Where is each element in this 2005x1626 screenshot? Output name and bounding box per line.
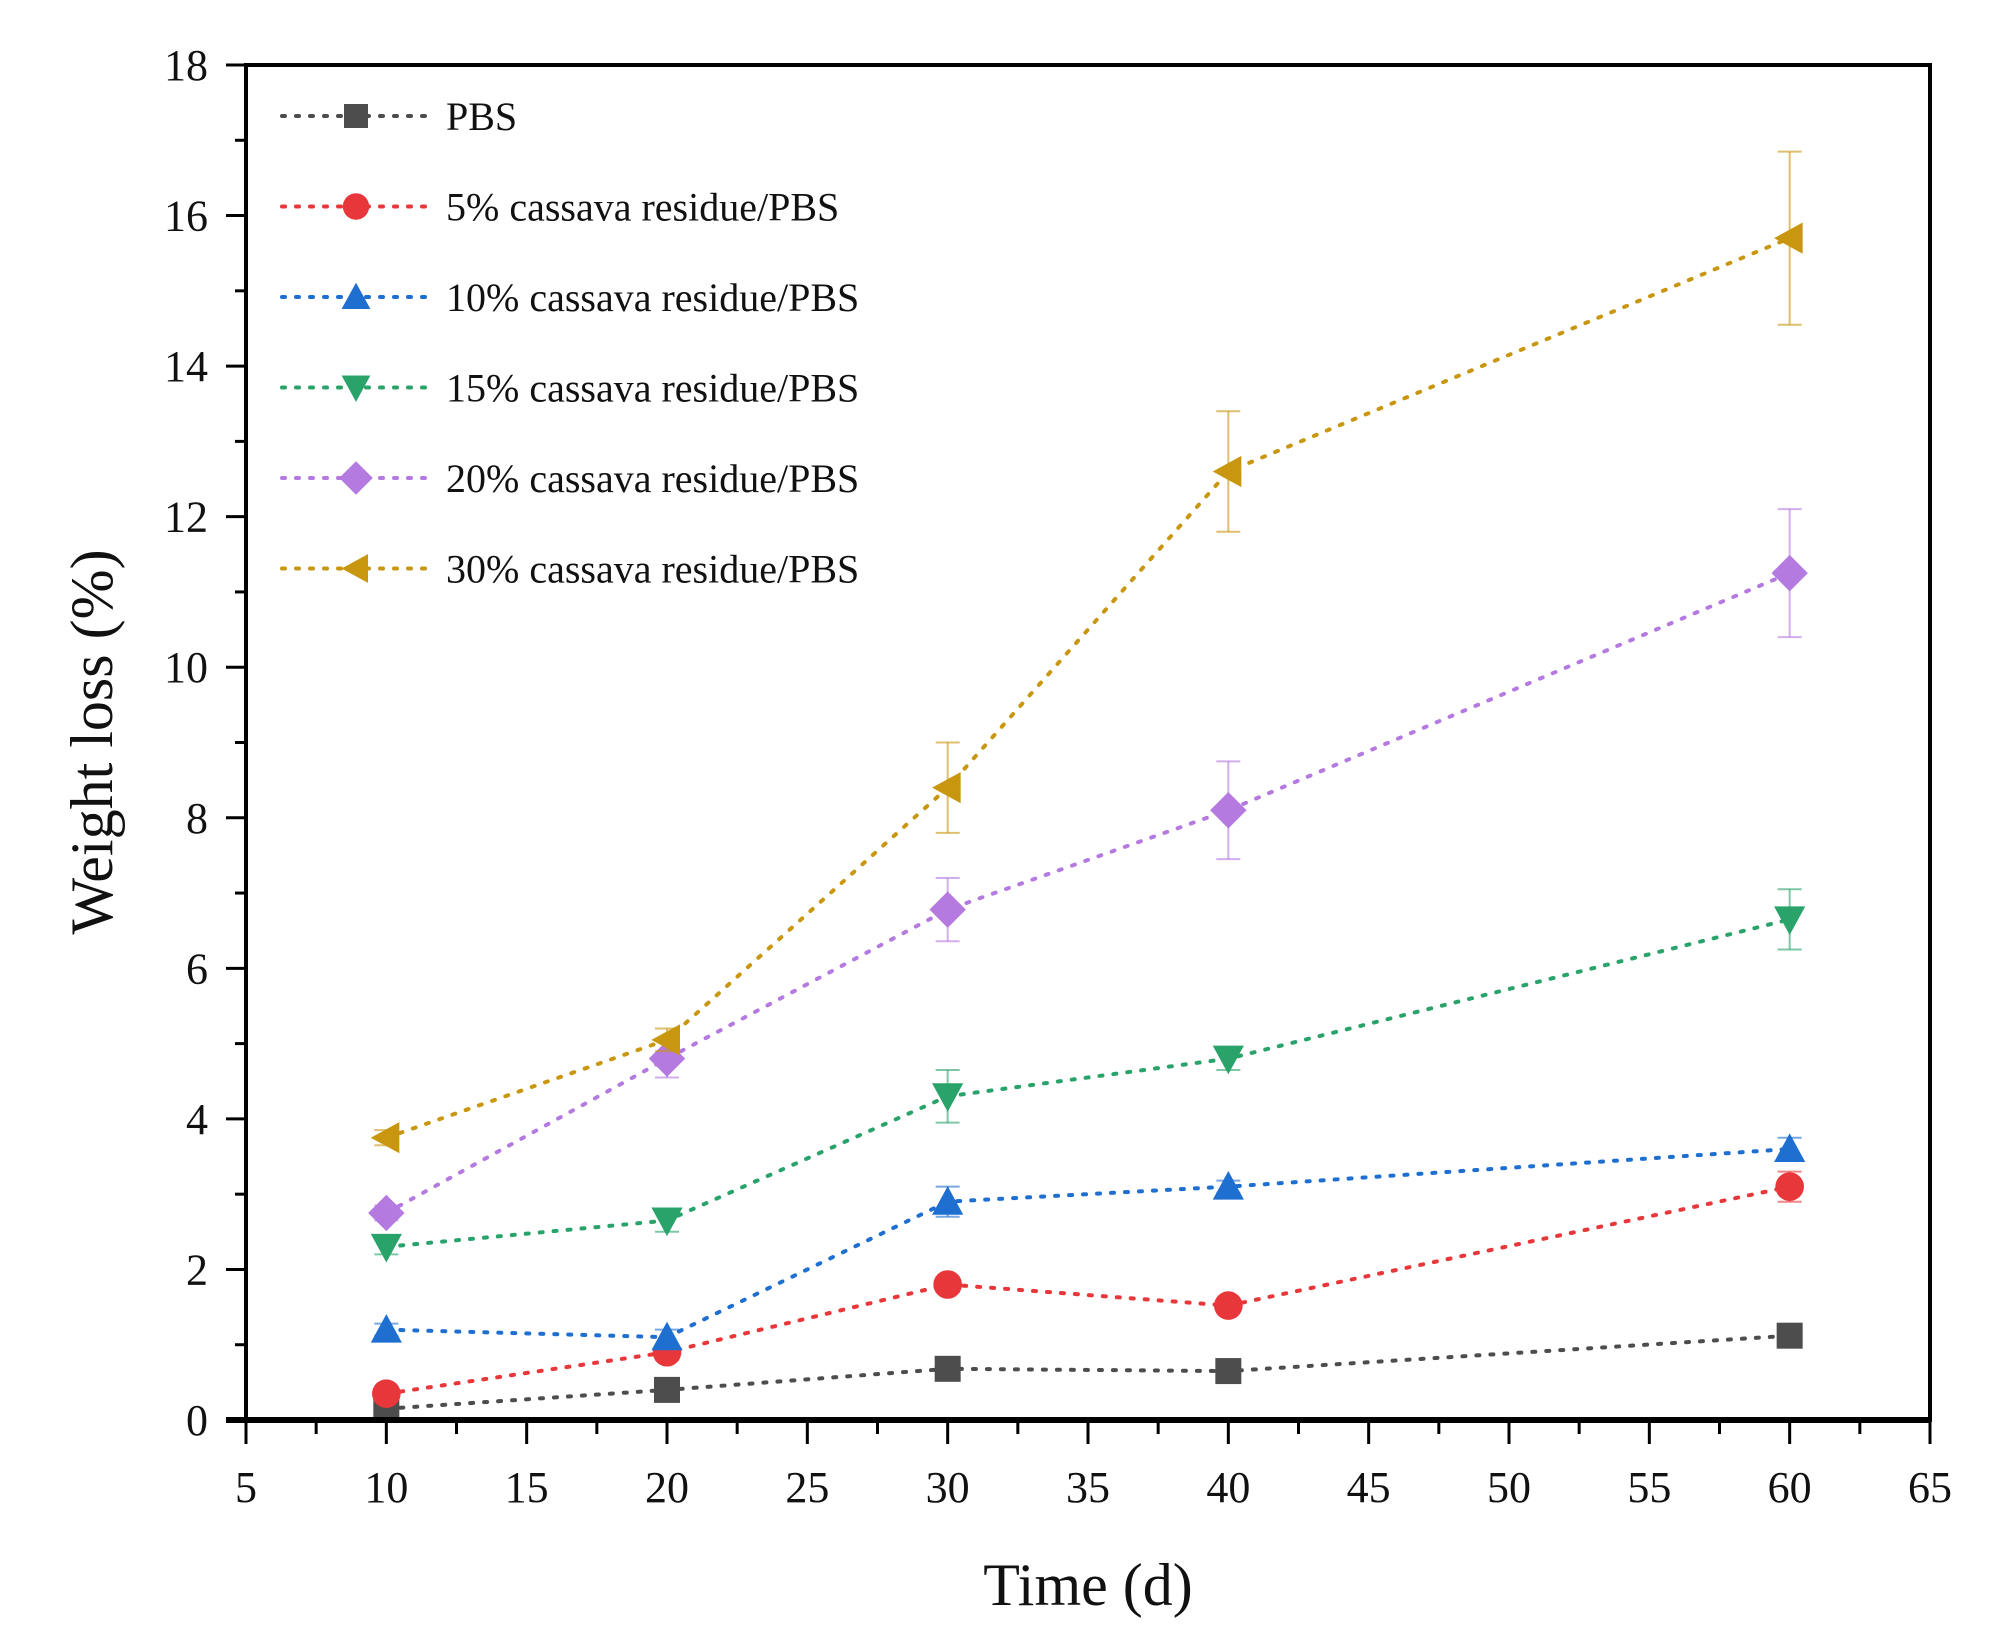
data-point	[1215, 1358, 1242, 1385]
y-tick-label: 4	[186, 1095, 208, 1144]
series-5	[370, 150, 1803, 1154]
data-point	[654, 1376, 680, 1403]
x-tick-label: 40	[1206, 1463, 1250, 1512]
data-point	[1212, 455, 1242, 488]
series-line	[384, 1147, 1792, 1340]
series-4	[368, 508, 1808, 1232]
legend-marker	[339, 461, 373, 495]
series-line	[384, 917, 1792, 1249]
plot-frame	[244, 63, 1932, 1422]
data-point	[1212, 1045, 1244, 1075]
legend-item-5: 30% cassava residue/PBS	[280, 547, 859, 592]
series-1	[372, 1170, 1804, 1408]
legend-item-4: 20% cassava residue/PBS	[280, 456, 859, 501]
legend-marker	[344, 104, 368, 128]
legend-marker	[341, 282, 371, 309]
legend-label: 10% cassava residue/PBS	[446, 275, 859, 320]
legend-marker	[341, 375, 371, 402]
y-axis-title: Weight loss (%)	[59, 549, 125, 934]
legend-marker	[341, 554, 368, 583]
data-point	[1212, 1171, 1244, 1200]
y-tick-label: 8	[186, 794, 208, 843]
data-point	[651, 1207, 683, 1237]
x-tick-label: 60	[1768, 1463, 1812, 1512]
legend-item-3: 15% cassava residue/PBS	[280, 366, 859, 411]
x-tick-label: 15	[505, 1463, 549, 1512]
series-0	[373, 1322, 1803, 1422]
legend-label: PBS	[446, 94, 517, 139]
data-point	[370, 1314, 402, 1343]
y-tick-label: 14	[164, 342, 208, 391]
data-point	[1210, 792, 1247, 829]
x-tick-label: 5	[235, 1463, 257, 1512]
x-tick-label: 20	[645, 1463, 689, 1512]
series-line	[384, 1184, 1792, 1396]
x-tick-label: 45	[1347, 1463, 1391, 1512]
data-point	[1771, 554, 1808, 592]
data-point	[932, 1186, 964, 1215]
legend: PBS 5% cassava residue/PBS 10% cassava res…	[280, 94, 859, 592]
series-line	[384, 571, 1792, 1215]
data-point	[370, 1233, 402, 1263]
x-axis-title: Time (d)	[983, 1552, 1192, 1618]
x-tick-label: 65	[1908, 1463, 1952, 1512]
data-point	[368, 1194, 405, 1232]
data-point	[1775, 1172, 1804, 1201]
legend-label: 20% cassava residue/PBS	[446, 456, 859, 501]
data-point	[651, 1024, 680, 1056]
legend-label: 5% cassava residue/PBS	[446, 185, 839, 230]
data-point	[1776, 1322, 1803, 1349]
data-point	[372, 1379, 401, 1408]
legend-label: 30% cassava residue/PBS	[446, 547, 859, 592]
data-point	[932, 772, 961, 804]
data-point	[370, 1122, 400, 1154]
x-tick-label: 25	[785, 1463, 829, 1512]
data-point	[929, 891, 966, 928]
legend-label: 15% cassava residue/PBS	[446, 366, 859, 411]
data-point	[651, 1321, 683, 1351]
legend-item-0: PBS	[280, 94, 517, 139]
y-tick-label: 6	[186, 944, 208, 993]
y-tick-label: 16	[164, 192, 208, 241]
y-tick-label: 2	[186, 1245, 208, 1294]
plot-marks	[368, 150, 1808, 1422]
data-point	[934, 1355, 961, 1382]
series-2	[370, 1133, 1806, 1351]
data-point	[933, 1270, 962, 1299]
y-tick-label: 0	[186, 1396, 208, 1445]
data-point	[932, 1083, 964, 1112]
axes: 5 10 15 20 25 30 35 40 45 50 55 60 65 0 2 4 6 8 10 12 14 16 18	[164, 41, 1952, 1512]
y-tick-label: 18	[164, 41, 208, 90]
y-tick-label: 10	[164, 643, 208, 692]
series-3	[370, 888, 1806, 1263]
x-tick-label: 55	[1627, 1463, 1671, 1512]
data-point	[1214, 1291, 1243, 1320]
data-point	[1774, 1133, 1806, 1162]
legend-item-2: 10% cassava residue/PBS	[280, 275, 859, 320]
data-point	[1774, 906, 1806, 936]
series-line	[384, 1333, 1792, 1411]
data-point	[1774, 222, 1803, 254]
x-tick-label: 35	[1066, 1463, 1110, 1512]
x-tick-label: 30	[926, 1463, 970, 1512]
x-tick-label: 50	[1487, 1463, 1531, 1512]
legend-marker	[342, 193, 370, 220]
y-tick-label: 12	[164, 493, 208, 542]
x-tick-label: 10	[364, 1463, 408, 1512]
legend-item-1: 5% cassava residue/PBS	[280, 185, 839, 230]
